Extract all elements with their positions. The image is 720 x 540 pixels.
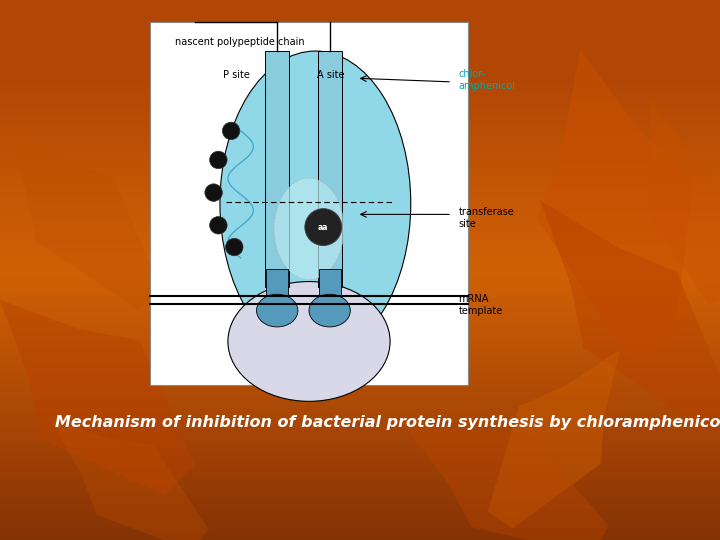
Polygon shape: [537, 50, 693, 355]
Polygon shape: [0, 120, 161, 309]
Bar: [318, 269, 341, 305]
Circle shape: [225, 238, 243, 256]
Text: mRNA
template: mRNA template: [459, 294, 503, 316]
Ellipse shape: [256, 294, 298, 327]
Bar: [265, 51, 289, 287]
Circle shape: [205, 184, 222, 201]
Text: nascent polypeptide chain: nascent polypeptide chain: [176, 37, 305, 46]
Polygon shape: [0, 300, 195, 495]
Text: A site: A site: [317, 70, 344, 79]
Text: Mechanism of inhibition of bacterial protein synthesis by chloramphenicol.: Mechanism of inhibition of bacterial pro…: [55, 415, 720, 430]
Polygon shape: [487, 350, 620, 529]
Circle shape: [305, 208, 342, 246]
Circle shape: [210, 151, 227, 168]
Polygon shape: [50, 420, 208, 540]
Polygon shape: [647, 100, 720, 304]
Ellipse shape: [220, 51, 410, 356]
Bar: [150, 22, 468, 385]
Text: aa: aa: [318, 222, 328, 232]
Text: chlor-
amphenicol: chlor- amphenicol: [459, 69, 516, 91]
Circle shape: [210, 217, 227, 234]
Ellipse shape: [274, 178, 344, 280]
Circle shape: [222, 122, 240, 140]
Ellipse shape: [309, 294, 351, 327]
Bar: [318, 51, 341, 287]
Bar: [266, 269, 288, 305]
Text: transferase
site: transferase site: [459, 207, 514, 229]
Ellipse shape: [228, 281, 390, 401]
Text: P site: P site: [223, 70, 250, 79]
Polygon shape: [400, 420, 608, 540]
Polygon shape: [540, 200, 720, 431]
